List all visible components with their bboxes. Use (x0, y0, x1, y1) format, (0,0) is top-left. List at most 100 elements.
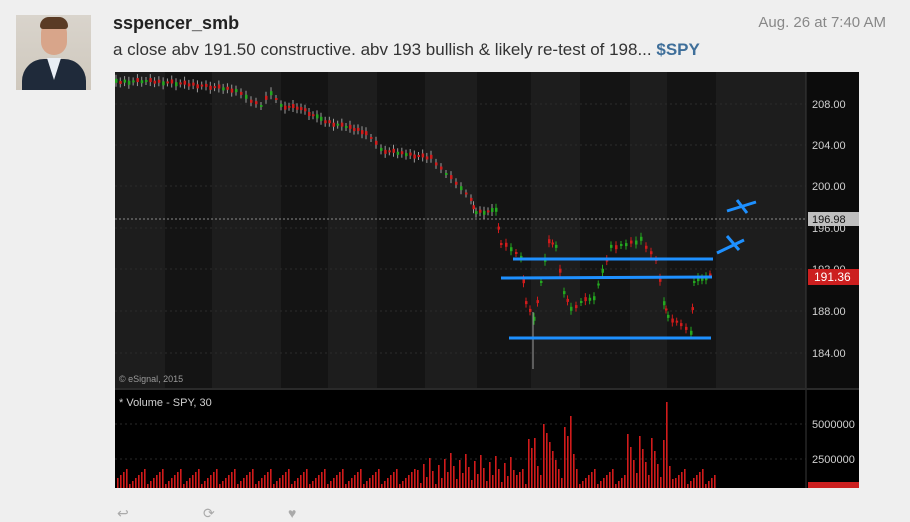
volume-bar (180, 469, 182, 488)
post-message-text: a close abv 191.50 constructive. abv 193… (113, 40, 652, 59)
volume-bar (324, 469, 326, 488)
volume-bar (399, 484, 401, 488)
volume-bar (543, 424, 545, 488)
volume-bar (309, 484, 311, 488)
candle-body (650, 251, 653, 255)
candle-body (520, 255, 523, 259)
current-price-label: 191.36 (814, 270, 851, 284)
candle-body (200, 84, 204, 87)
volume-bar (237, 484, 239, 488)
volume-bar (288, 469, 290, 488)
volume-bar (663, 440, 665, 488)
candle-body (250, 99, 253, 103)
candle-body (316, 114, 319, 119)
post-timestamp[interactable]: Aug. 26 at 7:40 AM (758, 14, 886, 31)
session-stripe (212, 72, 281, 388)
volume-bar (225, 478, 227, 488)
volume-tick: 5000000 (812, 419, 855, 431)
volume-bar (675, 478, 677, 488)
candle-body (183, 80, 187, 85)
volume-bar (363, 484, 365, 488)
reshare-icon[interactable]: ⟳ (203, 505, 215, 521)
chart-image[interactable]: 208.00 204.00 200.00 196.00 192.00 188.0… (115, 72, 859, 488)
volume-bar (273, 484, 275, 488)
volume-bar (258, 481, 260, 488)
volume-bar (117, 478, 119, 488)
candle-body (149, 78, 152, 83)
volume-bar (603, 478, 605, 488)
candle-body (292, 104, 295, 108)
candle-body (635, 240, 638, 245)
volume-bar (306, 469, 308, 488)
volume-bar (597, 484, 599, 488)
volume-bar (552, 451, 554, 488)
volume-bar (144, 469, 146, 488)
volume-bar (441, 478, 443, 488)
volume-panel-bg (115, 390, 859, 488)
post-message: a close abv 191.50 constructive. abv 193… (113, 40, 700, 60)
candle-body (192, 82, 195, 86)
volume-bar (243, 478, 245, 488)
candle-body (157, 79, 161, 83)
candle-body (450, 175, 453, 180)
candle-body (625, 243, 628, 247)
volume-bar (642, 449, 644, 488)
candle-body (340, 122, 344, 127)
candle-body (659, 277, 662, 282)
volume-bar (312, 481, 314, 488)
volume-bar (708, 481, 710, 488)
candle-body (175, 82, 178, 87)
volume-bar (435, 484, 437, 488)
volume-bar (369, 478, 371, 488)
target-mark-1 (716, 238, 745, 255)
volume-bar (270, 469, 272, 488)
candle-body (384, 149, 387, 154)
volume-bar (213, 472, 215, 488)
volume-bar (207, 478, 209, 488)
volume-bar (606, 475, 608, 488)
price-tick: 200.00 (812, 181, 846, 193)
volume-bar (480, 455, 482, 488)
like-icon[interactable]: ♥ (288, 505, 297, 521)
post-username[interactable]: sspencer_smb (113, 13, 240, 33)
reply-icon[interactable]: ↩ (117, 505, 129, 521)
candle-body (312, 114, 315, 117)
candle-body (709, 273, 712, 276)
candle-body (370, 137, 373, 139)
volume-bar (519, 472, 521, 488)
candle-body (132, 80, 135, 83)
ticker-link[interactable]: $SPY (656, 40, 700, 59)
volume-bar (681, 472, 683, 488)
volume-bar (636, 473, 638, 488)
candle-body (119, 80, 122, 84)
session-stripe (580, 72, 630, 388)
session-stripes (115, 72, 806, 388)
candle-body (270, 91, 273, 96)
volume-bar (450, 453, 452, 488)
volume-bar (300, 475, 302, 488)
volume-bar (579, 484, 581, 488)
candle-body (430, 154, 433, 159)
candle-body (136, 78, 139, 83)
volume-bar (609, 472, 611, 488)
user-avatar[interactable] (16, 15, 91, 90)
volume-bar (573, 454, 575, 488)
candle-body (357, 127, 360, 131)
volume-bar (711, 478, 713, 488)
candle-body (675, 320, 679, 323)
reference-price-flag (808, 212, 859, 226)
session-stripe (165, 72, 212, 388)
candle-body (580, 301, 583, 303)
volume-bar (699, 472, 701, 488)
volume-bar (657, 464, 659, 488)
candle-body (671, 318, 674, 323)
volume-bar (210, 475, 212, 488)
candle-body (663, 301, 666, 306)
volume-bar (513, 470, 515, 488)
volume-bar (336, 475, 338, 488)
volume-bar (264, 475, 266, 488)
candle-body (296, 106, 299, 110)
candle-body (497, 226, 500, 230)
volume-bar (195, 472, 197, 488)
candle-body (240, 91, 243, 95)
